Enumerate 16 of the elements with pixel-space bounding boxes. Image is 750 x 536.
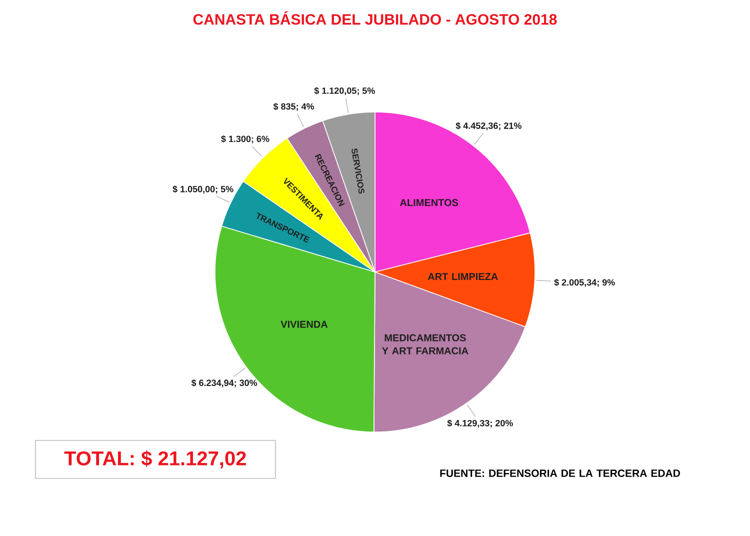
slice-label: ALIMENTOS <box>400 199 458 206</box>
slice-label: SERVICIOS <box>352 148 364 194</box>
slice-label: VIVIENDA <box>280 320 328 328</box>
data-label: $ 2.005,34; 9% <box>554 278 615 287</box>
chart-title: CANASTA BÁSICA DEL JUBILADO - AGOSTO 2018 <box>193 11 557 25</box>
data-label: $ 1.300; 6% <box>221 135 270 144</box>
slice-label: ART LIMPIEZA <box>428 273 498 280</box>
source-note: FUENTE: DEFENSORIA DE LA TERCERA EDAD <box>440 470 680 477</box>
data-label: $ 1.050,00; 5% <box>172 186 234 194</box>
data-label: $ 6.234,94; 30% <box>191 379 258 388</box>
data-label: $ 4.129,33; 20% <box>447 420 513 428</box>
data-label: $ 4.452,36; 21% <box>456 122 522 130</box>
text: TOTAL: $ 21.127,02 <box>64 450 246 468</box>
slice-label: MEDICAMENTOS Y ART FARMACIA <box>382 334 468 354</box>
data-label: $ 835; 4% <box>273 102 314 111</box>
data-label: $ 1.120,05; 5% <box>314 87 375 96</box>
